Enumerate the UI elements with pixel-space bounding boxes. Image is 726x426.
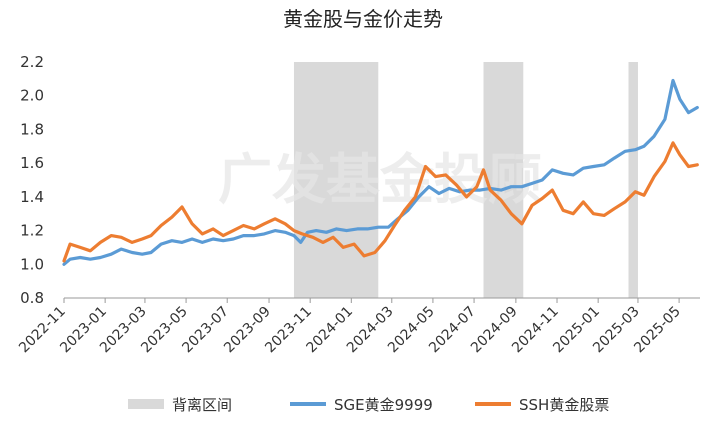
series-lines [62, 78, 699, 266]
shaded-period [628, 62, 638, 298]
y-tick-label: 0.8 [20, 289, 44, 307]
legend-item-sge-label: SGE黄金9999 [334, 396, 433, 414]
y-tick-label: 1.2 [20, 222, 44, 240]
series-line-sge-gold [62, 78, 699, 266]
y-tick-label: 1.4 [20, 188, 44, 206]
legend-item-ssh-label: SSH黄金股票 [519, 396, 609, 414]
y-tick-label: 2.0 [20, 87, 44, 105]
shaded-periods [293, 62, 638, 298]
y-tick-label: 1.6 [20, 154, 44, 172]
legend: 背离区间 SGE黄金9999 SSH黄金股票 [128, 396, 609, 414]
y-tick-label: 1.8 [20, 120, 44, 138]
watermark: 广发基金投顾 [218, 148, 542, 211]
y-tick-label: 2.2 [20, 53, 44, 71]
legend-item-shaded-label: 背离区间 [172, 396, 232, 414]
shaded-period [483, 62, 524, 298]
legend-item-shaded-swatch [128, 399, 164, 409]
series-line-ssh-gold-stocks [62, 141, 699, 263]
shaded-period [293, 62, 379, 298]
y-tick-label: 1.0 [20, 255, 44, 273]
chart-title: 黄金股与金价走势 [283, 7, 443, 31]
